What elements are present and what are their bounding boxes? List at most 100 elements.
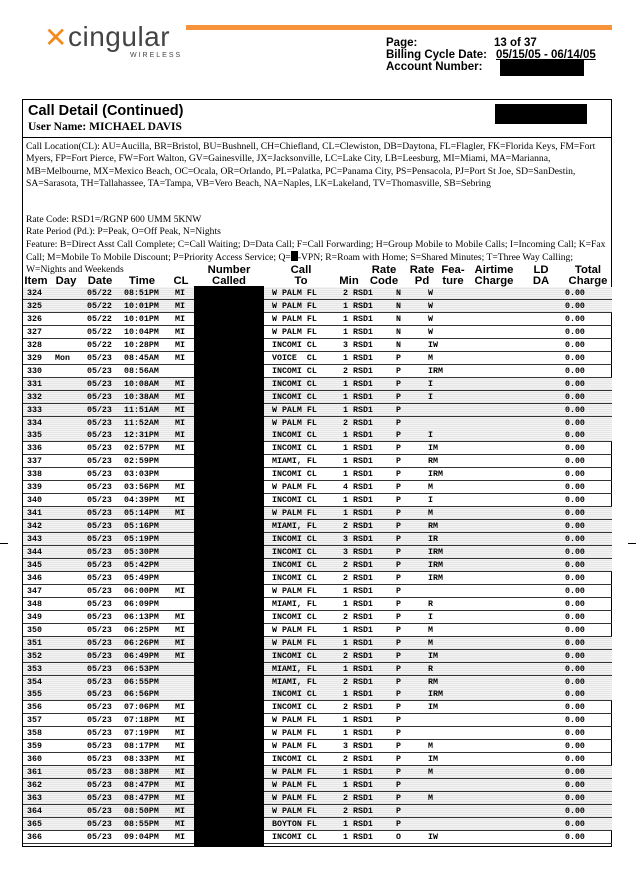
table-row: 345 05/23 05:42PM INCOMI CL 2 RSD1 P IRM 0.00 [23,558,612,572]
cell-feature: I [428,392,433,402]
cell-item: 330 [27,366,42,376]
cell-feature: IRM [428,560,443,570]
table-row: 351 05/23 06:26PM MI W PALM FL 1 RSD1 P M 0.00 [23,636,612,650]
cell-min: 1 [343,832,348,842]
cell-min: 2 [343,794,348,804]
table-row: 350 05/23 06:25PM MI W PALM FL 1 RSD1 P M 0.00 [23,624,612,637]
cell-total-charge: 0.00 [565,418,585,428]
account-number-redacted [500,59,584,76]
cell-feature: IRM [428,548,443,557]
cell-date: 05/23 [87,729,112,739]
cell-total-charge: 0.00 [565,496,585,506]
column-header: LD DA [532,264,550,287]
cell-feature: I [428,496,433,506]
cell-feature: R [428,664,433,674]
cell-total-charge: 0.00 [565,742,585,752]
cell-cl: MI [175,483,185,493]
cell-rate-pd: P [396,690,401,700]
cell-rate-code: RSD1 [353,807,373,816]
cell-total-charge: 0.00 [565,716,585,726]
cell-time: 05:14PM [124,509,159,519]
cell-date: 05/23 [87,651,112,661]
table-row: 343 05/23 05:19PM INCOMI CL 3 RSD1 P IR 0.00 [23,533,612,547]
cell-min: 1 [343,444,348,454]
cell-item: 337 [27,457,42,467]
cell-min: 1 [343,586,348,596]
table-row: 325 05/22 10:01PM MI W PALM FL 1 RSD1 N W 0.00 [23,299,612,313]
cell-item: 336 [27,444,42,454]
cell-total-charge: 0.00 [565,431,585,441]
cell-min: 1 [343,509,348,519]
cell-item: 347 [27,586,42,596]
cell-rate-pd: P [396,599,401,609]
cell-rate-code: RSD1 [353,535,373,545]
cell-rate-pd: P [396,483,401,493]
cell-rate-code: RSD1 [353,651,373,661]
cell-time: 06:26PM [124,638,159,648]
cell-feature: RM [428,677,438,687]
cell-call-to: INCOMI CL [272,366,317,376]
cell-rate-code: RSD1 [353,781,373,791]
cell-call-to: INCOMI CL [272,470,317,480]
cell-time: 05:30PM [124,548,159,557]
cell-time: 08:17PM [124,742,159,752]
cell-call-to: MIAMI, FL [272,522,317,532]
cell-cl: MI [175,742,185,752]
cell-rate-code: RSD1 [353,522,373,532]
cell-cl: MI [175,586,185,596]
cell-total-charge: 0.00 [565,573,585,583]
table-row: 361 05/23 08:38PM MI W PALM FL 1 RSD1 P M 0.00 [23,766,612,780]
table-row: 329 Mon 05/23 08:45AM MI VOICE CL 1 RSD1 P M 0.00 [23,352,612,365]
column-header: Fea-ture [441,264,465,287]
cell-time: 03:56PM [124,483,159,493]
table-row: 348 05/23 06:09PM MIAMI, FL 1 RSD1 P R 0.00 [23,598,612,611]
feature-legend-b: -VPN; R=Roam with Home; S=Shared Minutes… [26,252,573,276]
cell-date: 05/23 [87,599,112,609]
cell-rate-pd: N [396,340,401,350]
cell-rate-code: RSD1 [353,742,373,752]
cell-feature: IR [428,535,438,545]
cell-rate-pd: P [396,573,401,583]
cell-time: 05:49PM [124,573,159,583]
cell-item: 364 [27,807,42,816]
cell-rate-code: RSD1 [353,470,373,480]
cell-rate-code: RSD1 [353,677,373,687]
cell-total-charge: 0.00 [565,703,585,713]
cell-item: 361 [27,768,42,778]
cell-rate-code: RSD1 [353,755,373,765]
cell-call-to: W PALM FL [272,509,317,519]
cell-time: 10:01PM [124,301,159,311]
cell-feature: M [428,353,433,363]
table-row: 365 05/23 08:55PM MI BOYTON FL 1 RSD1 P 0.00 [23,817,612,831]
table-row: 333 05/23 11:51AM MI W PALM FL 1 RSD1 P 0.00 [23,403,612,417]
margin-mark [628,543,636,544]
account-number-label: Account Number: [386,61,483,73]
column-header: Day [55,275,77,287]
column-header: Rate Pd [409,264,435,287]
margin-mark [0,543,8,544]
cell-total-charge: 0.00 [565,755,585,765]
table-row: 347 05/23 06:00PM MI W PALM FL 1 RSD1 P 0.00 [23,585,612,598]
cell-call-to: W PALM FL [272,625,317,635]
cell-item: 325 [27,301,42,311]
table-row: 330 05/23 08:56AM INCOMI CL 2 RSD1 P IRM 0.00 [23,365,612,378]
table-row: 335 05/23 12:31PM MI INCOMI CL 1 RSD1 P I 0.00 [23,429,612,443]
cell-time: 11:51AM [124,405,159,415]
cell-call-to: INCOMI CL [272,755,317,765]
cell-rate-pd: P [396,560,401,570]
cell-cl: MI [175,768,185,778]
cell-rate-code: RSD1 [353,819,373,829]
cell-cl: MI [175,496,185,506]
cell-item: 357 [27,716,42,726]
cell-min: 1 [343,314,348,324]
cell-call-to: W PALM FL [272,742,317,752]
cell-rate-pd: P [396,742,401,752]
cell-time: 06:55PM [124,677,159,687]
logo-wordmark: cingular [68,21,171,52]
cell-min: 2 [343,755,348,765]
cell-time: 07:18PM [124,716,159,726]
cell-rate-code: RSD1 [353,729,373,739]
cell-min: 3 [343,340,348,350]
cell-total-charge: 0.00 [565,677,585,687]
cell-rate-pd: P [396,379,401,389]
